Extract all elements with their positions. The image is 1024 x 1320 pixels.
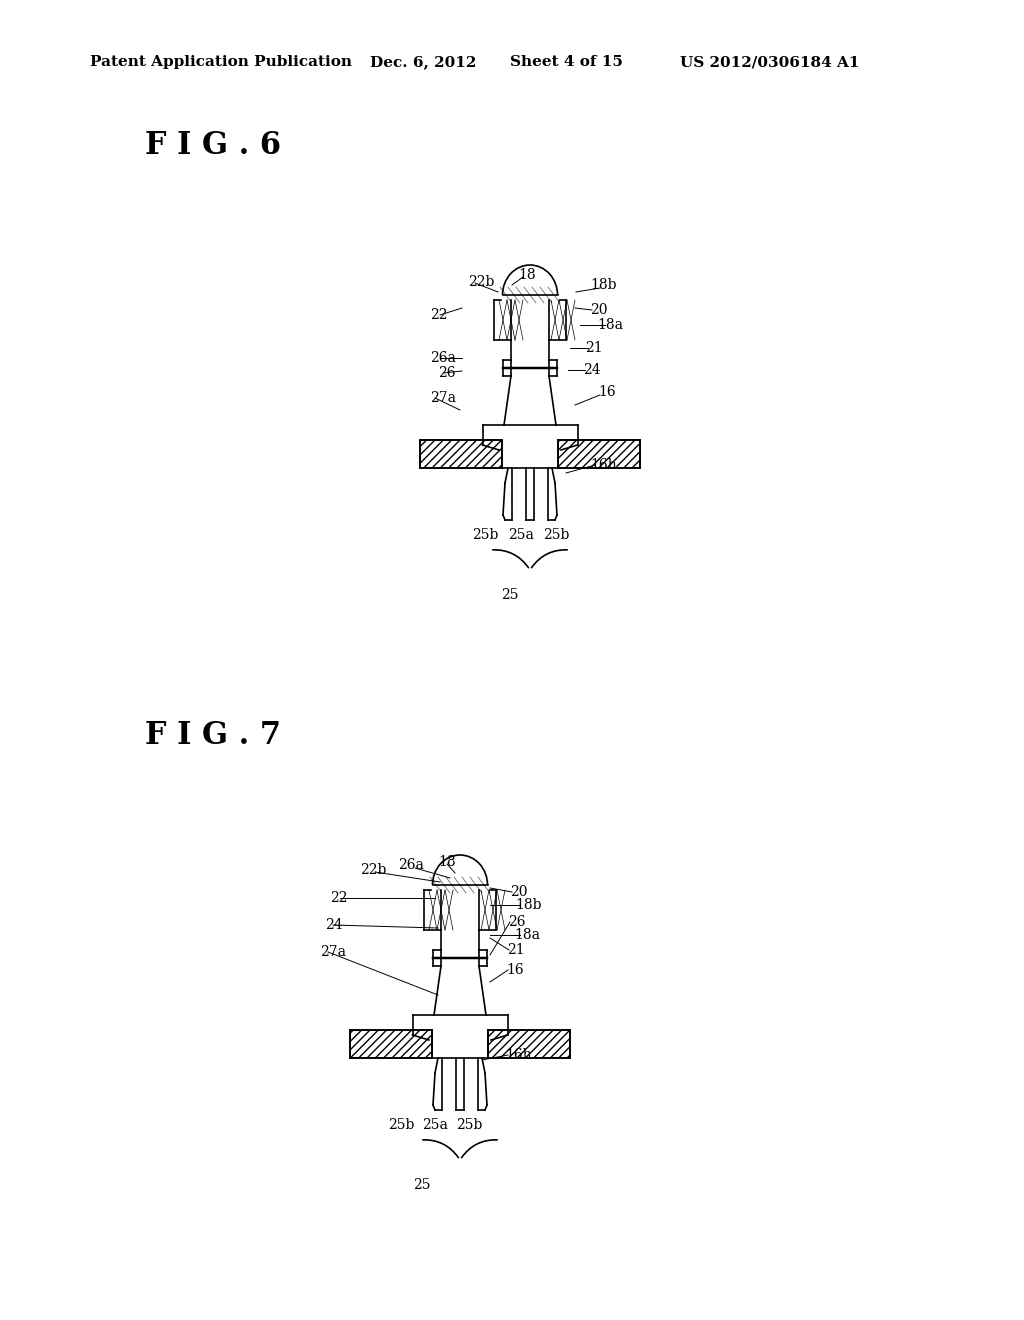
Text: 20: 20: [510, 884, 527, 899]
Text: 24: 24: [583, 363, 601, 378]
Text: 22: 22: [430, 308, 447, 322]
Bar: [420, 440, 502, 469]
Bar: [350, 1030, 432, 1059]
Text: 21: 21: [507, 942, 524, 957]
Text: 18: 18: [438, 855, 456, 869]
Text: 16h: 16h: [505, 1048, 531, 1063]
Text: 25b: 25b: [388, 1118, 415, 1133]
Text: 18b: 18b: [590, 279, 616, 292]
Text: 18: 18: [518, 268, 536, 282]
Text: 25b: 25b: [456, 1118, 482, 1133]
Text: 25a: 25a: [508, 528, 534, 543]
Text: US 2012/0306184 A1: US 2012/0306184 A1: [680, 55, 859, 69]
Text: 18b: 18b: [515, 898, 542, 912]
Text: 21: 21: [585, 341, 603, 355]
Text: 16: 16: [598, 385, 615, 399]
Text: 25: 25: [414, 1177, 431, 1192]
Ellipse shape: [435, 858, 484, 912]
Text: 25: 25: [502, 587, 519, 602]
Text: 24: 24: [325, 917, 343, 932]
Text: 26: 26: [508, 915, 525, 929]
Text: 22b: 22b: [360, 863, 386, 876]
Bar: [488, 1030, 570, 1059]
Text: Dec. 6, 2012: Dec. 6, 2012: [370, 55, 476, 69]
Text: 25b: 25b: [543, 528, 569, 543]
Text: 26a: 26a: [398, 858, 424, 873]
Text: 26a: 26a: [430, 351, 456, 366]
Text: 22b: 22b: [468, 275, 495, 289]
Text: F I G . 7: F I G . 7: [145, 719, 281, 751]
Text: 16: 16: [506, 964, 523, 977]
Text: 20: 20: [590, 304, 607, 317]
Text: 16h: 16h: [590, 458, 616, 473]
Text: 27a: 27a: [430, 391, 456, 405]
Text: 18a: 18a: [597, 318, 623, 333]
Ellipse shape: [506, 268, 555, 322]
Text: 25a: 25a: [422, 1118, 447, 1133]
Text: 26: 26: [438, 366, 456, 380]
Text: 27a: 27a: [319, 945, 346, 960]
Bar: [558, 440, 640, 469]
Text: Sheet 4 of 15: Sheet 4 of 15: [510, 55, 623, 69]
Text: Patent Application Publication: Patent Application Publication: [90, 55, 352, 69]
Text: 18a: 18a: [514, 928, 540, 942]
Text: 25b: 25b: [472, 528, 499, 543]
Text: F I G . 6: F I G . 6: [145, 129, 281, 161]
Text: 22: 22: [330, 891, 347, 906]
